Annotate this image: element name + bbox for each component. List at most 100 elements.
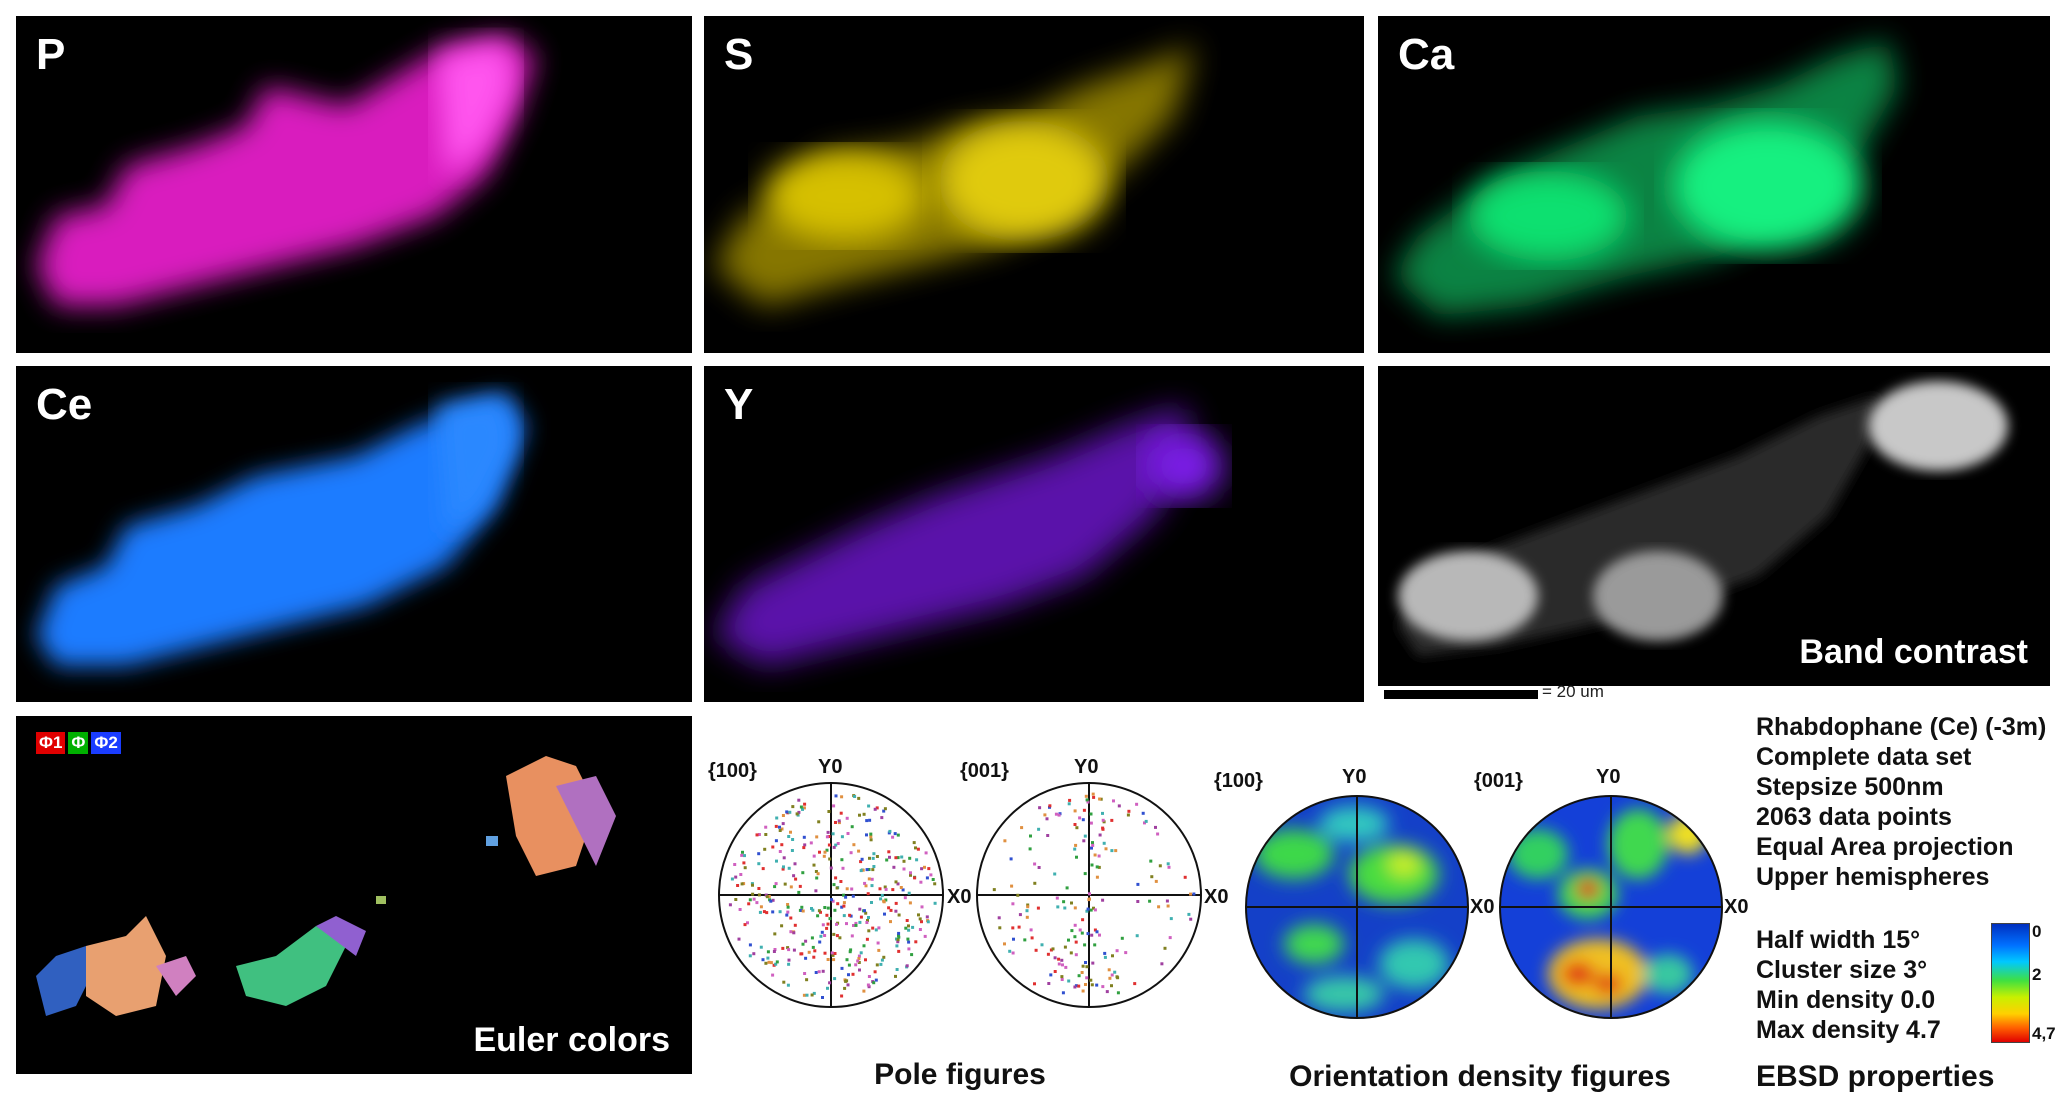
pole-point	[858, 813, 861, 817]
pole-point	[1081, 964, 1085, 968]
pole-point	[925, 876, 929, 880]
pole-point	[771, 845, 775, 849]
pole-point	[875, 855, 879, 858]
pole-point	[1156, 832, 1160, 836]
pole-point	[901, 888, 905, 892]
pole-point	[1017, 925, 1021, 929]
pole-point	[1045, 817, 1049, 821]
pole-point	[867, 975, 871, 978]
pole-point	[1093, 908, 1097, 912]
pole-point	[864, 911, 868, 915]
pole-point	[1026, 903, 1030, 907]
pole-point	[1160, 962, 1164, 966]
pole-point	[1089, 812, 1093, 816]
pole-point	[774, 882, 778, 886]
pole-figure-001-label: {001}	[960, 760, 1009, 782]
pole-point	[802, 993, 806, 997]
pole-point	[1150, 875, 1154, 879]
pole-point	[802, 846, 806, 850]
pole-point	[1047, 982, 1051, 985]
pole-point	[826, 986, 829, 990]
pole-point	[879, 962, 883, 966]
pole-point	[871, 926, 875, 930]
pole-point	[891, 835, 895, 839]
pole-point	[1115, 949, 1119, 953]
pole-point	[757, 887, 761, 890]
pole-point	[1108, 976, 1112, 980]
pole-point	[801, 909, 805, 913]
pole-point	[1080, 931, 1084, 935]
pole-point	[1127, 809, 1131, 813]
pole-point	[1068, 798, 1072, 802]
pole-point	[1098, 797, 1102, 801]
pole-point	[862, 812, 866, 816]
pole-point	[733, 863, 737, 866]
pole-point	[1060, 958, 1064, 962]
pole-point	[748, 898, 752, 902]
odf-001	[1499, 795, 1723, 1019]
pole-point	[781, 867, 785, 871]
ebsd-line: Equal Area projection	[1756, 833, 2014, 861]
pole-point	[830, 951, 834, 955]
pole-point	[874, 928, 878, 932]
pole-point	[859, 869, 863, 873]
pole-point	[1091, 841, 1094, 845]
pole-point	[869, 832, 873, 836]
pole-point	[1049, 948, 1053, 952]
pole-point	[790, 849, 794, 852]
pole-point	[812, 991, 816, 995]
pole-point	[924, 851, 928, 855]
euler-grains	[36, 756, 616, 1016]
pole-point	[1113, 970, 1117, 974]
pole-point	[1084, 983, 1087, 986]
pole-point	[1093, 853, 1097, 857]
pole-point	[894, 909, 898, 913]
pole-point	[1111, 954, 1114, 958]
euler-colors-label: Euler colors	[473, 1021, 670, 1059]
pole-point	[865, 819, 869, 823]
pole-point	[894, 974, 897, 978]
euler-colors-map: Φ1 Φ Φ2 Euler colors	[16, 716, 692, 1074]
map-label: Ca	[1398, 30, 1455, 79]
pole-point	[811, 908, 815, 912]
pole-point	[832, 932, 836, 936]
pole-point	[923, 934, 927, 938]
pole-point	[907, 940, 911, 944]
pole-point	[738, 908, 742, 911]
pole-point	[865, 833, 868, 837]
pole-point	[803, 802, 807, 806]
pole-point	[821, 923, 825, 927]
pole-point	[1084, 961, 1087, 964]
pole-point	[816, 872, 820, 876]
pole-figure-100	[718, 782, 944, 1008]
pole-point	[853, 795, 857, 798]
pole-point	[764, 825, 768, 829]
pole-point	[822, 854, 826, 858]
odf-caption: Orientation density figures	[1289, 1060, 1671, 1093]
pole-point	[835, 886, 839, 890]
pole-point	[1154, 879, 1158, 883]
pole-point	[887, 850, 891, 854]
pole-point	[1069, 951, 1073, 955]
pole-point	[888, 855, 891, 859]
pole-point	[789, 930, 793, 934]
pole-point	[780, 827, 784, 831]
pole-point	[836, 842, 840, 845]
pole-point	[834, 843, 838, 847]
pole-point	[1003, 839, 1007, 843]
pole-point	[775, 816, 779, 820]
pole-point	[800, 908, 803, 912]
pole-point	[899, 886, 903, 889]
pole-point	[867, 916, 870, 919]
ebsd-line: 2063 data points	[1756, 803, 1952, 831]
pole-point	[831, 899, 835, 903]
pole-point	[774, 839, 778, 843]
pole-point	[847, 963, 851, 967]
pole-point	[814, 889, 818, 893]
map-label: S	[724, 30, 754, 79]
pole-point	[1095, 983, 1099, 987]
density-colorbar	[1991, 923, 2030, 1043]
pole-point	[912, 841, 916, 845]
pole-point	[1091, 792, 1095, 796]
pole-point	[872, 865, 876, 868]
